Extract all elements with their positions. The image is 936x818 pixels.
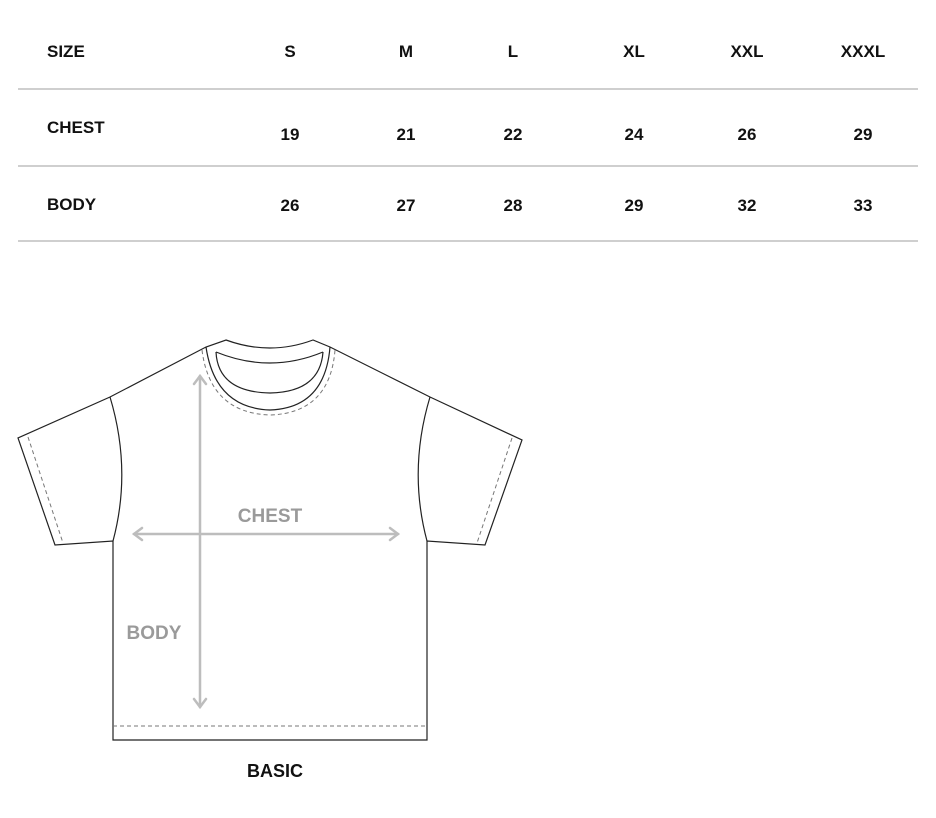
body-value: 29 [624, 196, 644, 215]
size-header-s: S [284, 42, 296, 61]
body-value: 27 [396, 196, 416, 215]
row-divider [18, 88, 918, 90]
row-label-body: BODY [47, 195, 97, 214]
row-label-chest: CHEST [47, 118, 105, 137]
chest-diagram-label: CHEST [238, 506, 303, 527]
row-divider [18, 165, 918, 167]
stitch-lines [27, 349, 513, 727]
measure-arrows [131, 373, 401, 710]
size-header-l: L [507, 42, 519, 61]
size-header-m: M [398, 42, 414, 61]
size-header-xxl: XXL [730, 42, 764, 61]
chest-value: 24 [624, 125, 644, 144]
size-header-xxxl: XXXL [840, 42, 886, 61]
header-size-label: SIZE [47, 42, 85, 61]
tshirt-outline [17, 339, 523, 741]
chest-value: 21 [396, 125, 416, 144]
row-divider [18, 240, 918, 242]
body-diagram-label: BODY [127, 623, 182, 644]
chest-value: 22 [503, 125, 523, 144]
body-value: 26 [280, 196, 300, 215]
body-value: 33 [853, 196, 873, 215]
fit-caption: BASIC [246, 761, 304, 781]
body-value: 28 [503, 196, 523, 215]
chest-value: 26 [737, 125, 757, 144]
chest-value: 19 [280, 125, 300, 144]
size-header-xl: XL [623, 42, 645, 61]
chest-value: 29 [853, 125, 873, 144]
body-value: 32 [737, 196, 757, 215]
